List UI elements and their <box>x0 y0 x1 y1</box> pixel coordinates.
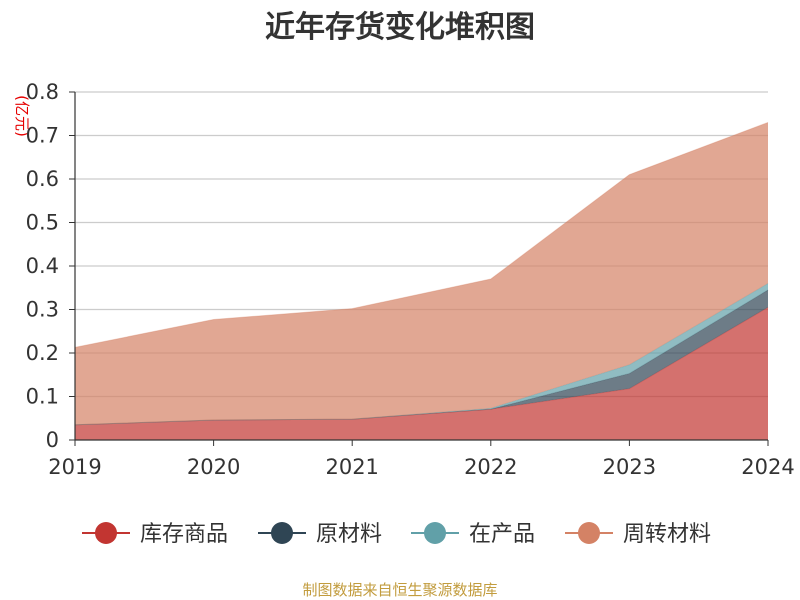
area-series-3 <box>75 122 768 425</box>
x-axis-ticks: 2019 2020 2021 2022 2023 2024 <box>48 440 795 479</box>
x-tick-label: 2019 <box>48 455 101 479</box>
y-axis-unit-label: (亿元) <box>13 95 31 137</box>
area-series-1 <box>75 289 768 425</box>
area-series-0 <box>75 307 768 440</box>
legend: 库存商品 原材料 在产品 周转材料 <box>82 522 711 547</box>
legend-item[interactable]: 原材料 <box>258 522 382 547</box>
legend-label: 库存商品 <box>140 522 228 547</box>
y-tick-label: 0.3 <box>26 298 59 322</box>
x-tick-label: 2023 <box>603 455 656 479</box>
data-source-note: 制图数据来自恒生聚源数据库 <box>302 581 497 599</box>
y-tick-label: 0.5 <box>26 211 59 235</box>
legend-item[interactable]: 库存商品 <box>82 522 228 547</box>
legend-marker <box>95 522 117 544</box>
x-tick-label: 2022 <box>464 455 517 479</box>
y-tick-label: 0.2 <box>26 341 59 365</box>
y-tick-label: 0.8 <box>26 80 59 104</box>
legend-item[interactable]: 周转材料 <box>565 522 711 547</box>
legend-label: 周转材料 <box>623 522 711 547</box>
legend-item[interactable]: 在产品 <box>411 522 535 547</box>
legend-label: 在产品 <box>469 522 535 547</box>
x-tick-label: 2020 <box>187 455 240 479</box>
y-tick-label: 0 <box>46 428 59 452</box>
y-tick-label: 0.7 <box>26 124 59 148</box>
legend-marker <box>271 522 293 544</box>
x-tick-label: 2024 <box>741 455 794 479</box>
area-series-group <box>74 121 769 440</box>
legend-marker <box>424 522 446 544</box>
y-tick-label: 0.6 <box>26 167 59 191</box>
legend-label: 原材料 <box>316 522 382 547</box>
x-tick-label: 2021 <box>325 455 378 479</box>
legend-marker <box>578 522 600 544</box>
y-tick-label: 0.1 <box>26 385 59 409</box>
chart-title: 近年存货变化堆积图 <box>265 10 535 45</box>
y-axis-ticks: 0 0.1 0.2 0.3 0.4 0.5 0.6 0.7 0.8 <box>26 80 75 452</box>
series-line-3 <box>74 121 769 348</box>
y-tick-label: 0.4 <box>26 254 59 278</box>
